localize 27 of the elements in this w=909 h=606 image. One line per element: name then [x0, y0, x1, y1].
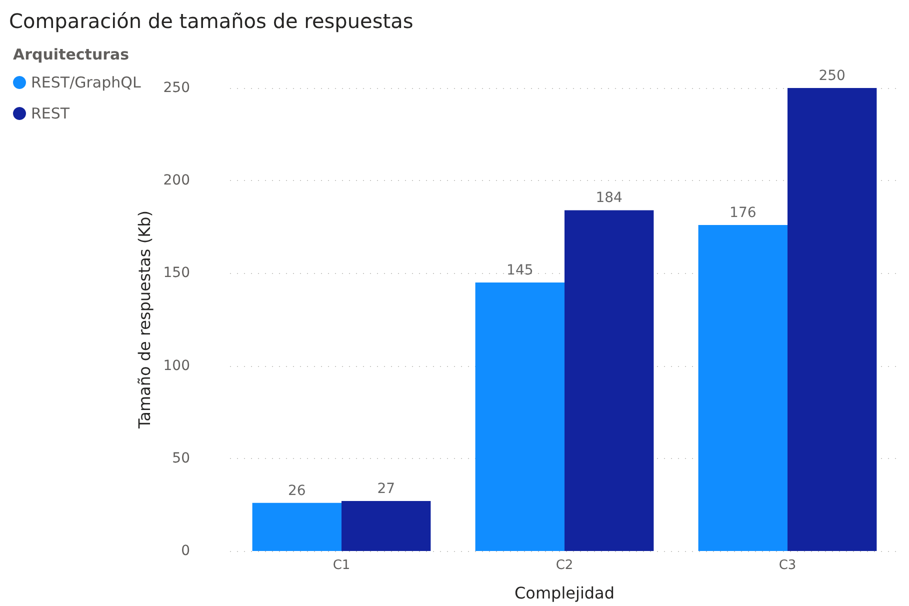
legend-label: REST/GraphQL: [31, 74, 142, 92]
legend-label: REST: [31, 104, 70, 122]
data-label: 250: [818, 68, 846, 84]
y-tick-label: 0: [181, 543, 190, 559]
y-tick-label: 150: [163, 265, 190, 282]
y-tick-label: 100: [163, 358, 190, 374]
bar: [564, 210, 654, 551]
y-axis-title: Tamaño de respuestas (Kb): [134, 210, 154, 430]
data-label: 176: [730, 205, 756, 222]
x-axis-title: Complejidad: [514, 584, 614, 602]
legend-title: Arquitecturas: [13, 46, 130, 64]
data-label: 145: [506, 262, 534, 278]
bar: [788, 88, 877, 551]
data-label: 184: [596, 190, 623, 206]
y-tick-label: 250: [163, 80, 190, 96]
x-tick-label: C2: [556, 558, 574, 573]
bar: [475, 282, 564, 551]
data-label: 27: [377, 480, 396, 497]
bar: [698, 225, 788, 551]
bar: [252, 502, 342, 551]
data-label: 26: [288, 482, 306, 499]
y-tick-label: 200: [163, 172, 190, 189]
chart-title: Comparación de tamaños de respuestas: [9, 9, 414, 33]
bar: [342, 500, 431, 551]
x-tick-label: C1: [332, 558, 350, 573]
x-tick-label: C3: [778, 558, 796, 573]
y-tick-label: 50: [172, 450, 190, 466]
